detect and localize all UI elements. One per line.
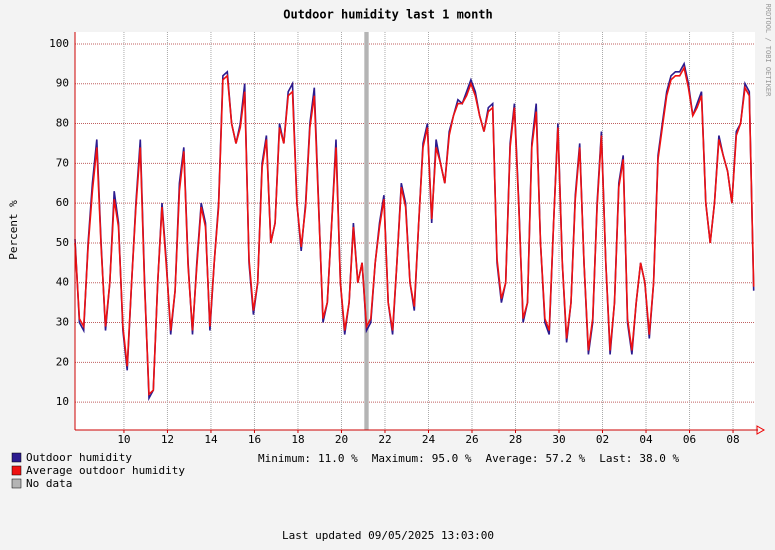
x-tick-label: 08 (726, 433, 739, 446)
stat-value: 95.0 % (432, 452, 472, 465)
x-tick-label: 30 (552, 433, 565, 446)
x-tick-label: 18 (291, 433, 304, 446)
y-tick-label: 60 (56, 196, 69, 209)
legend-swatch (11, 478, 22, 489)
x-tick-label: 04 (639, 433, 653, 446)
x-tick-label: 26 (465, 433, 478, 446)
y-tick-label: 40 (56, 276, 69, 289)
watermark: RRDTOOL / TOBI OETIKER (764, 4, 772, 98)
y-tick-label: 100 (49, 37, 69, 50)
x-tick-label: 14 (204, 433, 218, 446)
legend-label: No data (26, 477, 72, 490)
x-tick-label: 12 (161, 433, 174, 446)
stat-label: Average: (485, 452, 538, 465)
x-tick-label: 20 (335, 433, 348, 446)
x-tick-label: 16 (248, 433, 261, 446)
x-tick-label: 22 (378, 433, 391, 446)
y-tick-label: 50 (56, 236, 69, 249)
y-tick-label: 10 (56, 395, 69, 408)
stat-value: 11.0 % (318, 452, 358, 465)
x-tick-label: 06 (683, 433, 696, 446)
y-tick-label: 90 (56, 77, 69, 90)
y-tick-label: 30 (56, 316, 69, 329)
x-tick-label: 24 (422, 433, 436, 446)
y-axis-label: Percent % (7, 200, 20, 260)
stat-label: Maximum: (372, 452, 425, 465)
y-tick-label: 20 (56, 355, 69, 368)
plot-area (75, 32, 755, 430)
legend-swatch (11, 465, 22, 476)
x-tick-label: 28 (509, 433, 522, 446)
footer: Last updated 09/05/2025 13:03:00 (282, 529, 494, 542)
no-data-band (364, 32, 369, 430)
series-line (74, 65, 755, 396)
y-tick-label: 80 (56, 117, 69, 130)
x-tick-label: 02 (596, 433, 609, 446)
stat-label: Minimum: (258, 452, 311, 465)
legend-swatch (11, 452, 22, 463)
stat-value: 38.0 % (639, 452, 679, 465)
chart-title: Outdoor humidity last 1 month (283, 8, 493, 22)
legend-label: Average outdoor humidity (26, 464, 185, 477)
stat-label: Last: (599, 452, 632, 465)
x-tick-label: 10 (117, 433, 130, 446)
y-tick-label: 70 (56, 156, 69, 169)
legend-label: Outdoor humidity (26, 451, 132, 464)
stat-value: 57.2 % (545, 452, 585, 465)
